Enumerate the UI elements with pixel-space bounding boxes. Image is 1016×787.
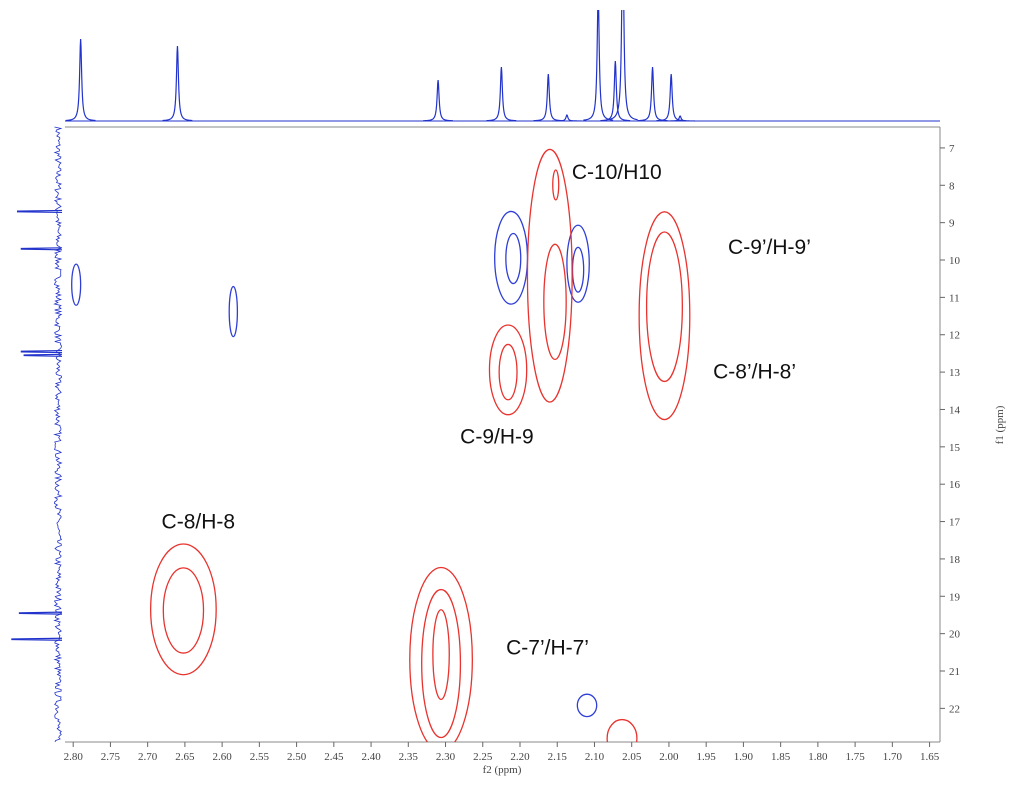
annotation: C-10/H10 [572, 161, 662, 184]
y-tick-label: 20 [949, 629, 961, 641]
left-projection [11, 126, 63, 743]
x-axis-label: f2 (ppm) [483, 764, 522, 776]
x-tick-label: 2.60 [213, 751, 233, 763]
y-tick-label: 8 [949, 180, 955, 192]
projection-peak [11, 637, 63, 641]
projection-peak [600, 60, 631, 122]
annotation: C-9’/H-9’ [728, 236, 811, 259]
projection-peak [23, 353, 63, 357]
projection-peak [20, 349, 63, 354]
contour [228, 285, 239, 338]
x-tick-label: 1.70 [883, 751, 903, 763]
y-tick-label: 22 [949, 703, 960, 715]
contour [162, 567, 205, 654]
contour [494, 210, 529, 305]
annotation: C-8’/H-8’ [713, 361, 796, 384]
y-tick-label: 15 [949, 442, 961, 454]
contour [149, 543, 217, 676]
projection-peak [656, 73, 687, 122]
projection-peak [486, 66, 517, 122]
x-tick-label: 2.15 [548, 751, 568, 763]
x-tick-label: 2.75 [101, 751, 121, 763]
projection-peak [552, 113, 582, 122]
x-tick-label: 1.65 [920, 751, 940, 763]
y-axis-label: f1 (ppm) [994, 405, 1006, 444]
x-tick-label: 1.80 [808, 751, 828, 763]
x-tick-label: 2.35 [399, 751, 419, 763]
contour [576, 693, 598, 718]
y-tick-label: 21 [949, 666, 960, 678]
x-tick-label: 2.25 [473, 751, 493, 763]
y-tick-label: 17 [949, 517, 961, 529]
y-tick-label: 14 [949, 404, 961, 416]
x-tick-label: 2.80 [64, 751, 84, 763]
y-tick-label: 13 [949, 367, 961, 379]
contour-layer [71, 148, 691, 742]
y-tick-label: 10 [949, 255, 961, 267]
x-tick-label: 2.50 [287, 751, 307, 763]
x-tick-label: 1.95 [697, 751, 717, 763]
x-tick-label: 2.00 [659, 751, 679, 763]
x-tick-label: 2.45 [324, 751, 344, 763]
y-tick-label: 16 [949, 479, 961, 491]
contour [488, 324, 528, 416]
annotation: C-7’/H-7’ [506, 636, 589, 659]
projection-peak [423, 79, 453, 122]
y-tick-label: 18 [949, 554, 961, 566]
projection-peak [533, 73, 564, 122]
contour [552, 169, 560, 201]
x-tick-label: 2.40 [361, 751, 381, 763]
projection-peak [16, 209, 63, 214]
projection-noise [53, 126, 63, 743]
projection-peak [20, 247, 63, 251]
annotation: C-8/H-8 [162, 511, 236, 534]
x-tick-label: 1.85 [771, 751, 791, 763]
annotation: C-9/H-9 [460, 426, 534, 449]
x-tick-label: 2.55 [250, 751, 270, 763]
y-tick-label: 19 [949, 591, 961, 603]
x-tick-label: 2.30 [436, 751, 456, 763]
x-tick-label: 1.90 [734, 751, 754, 763]
x-tick-label: 2.10 [585, 751, 605, 763]
contour [409, 566, 473, 742]
y-tick-label: 7 [949, 143, 955, 155]
contour [638, 211, 691, 421]
contour [566, 224, 590, 303]
axes [65, 126, 945, 747]
contour [571, 246, 585, 293]
contour [71, 263, 82, 306]
contour [498, 343, 518, 401]
x-tick-label: 2.05 [622, 751, 642, 763]
projection-peak [607, 10, 638, 121]
contour [505, 232, 522, 285]
projection-peak [65, 38, 96, 122]
contour [421, 588, 462, 739]
x-tick-label: 2.65 [175, 751, 195, 763]
contour [606, 718, 638, 742]
x-tick-label: 2.70 [138, 751, 158, 763]
contour [432, 609, 450, 701]
contour [543, 243, 567, 361]
projection-peak [665, 115, 695, 122]
y-tick-label: 9 [949, 218, 955, 230]
y-tick-label: 11 [949, 292, 960, 304]
contour [526, 148, 573, 403]
projection-peak [583, 10, 614, 121]
x-tick-label: 1.75 [845, 751, 865, 763]
x-tick-label: 2.20 [510, 751, 530, 763]
contour [645, 231, 683, 383]
projection-peak [637, 66, 668, 122]
top-projection [65, 10, 940, 122]
projection-peak [18, 611, 63, 615]
projection-peak [162, 45, 193, 122]
y-tick-label: 12 [949, 330, 960, 342]
